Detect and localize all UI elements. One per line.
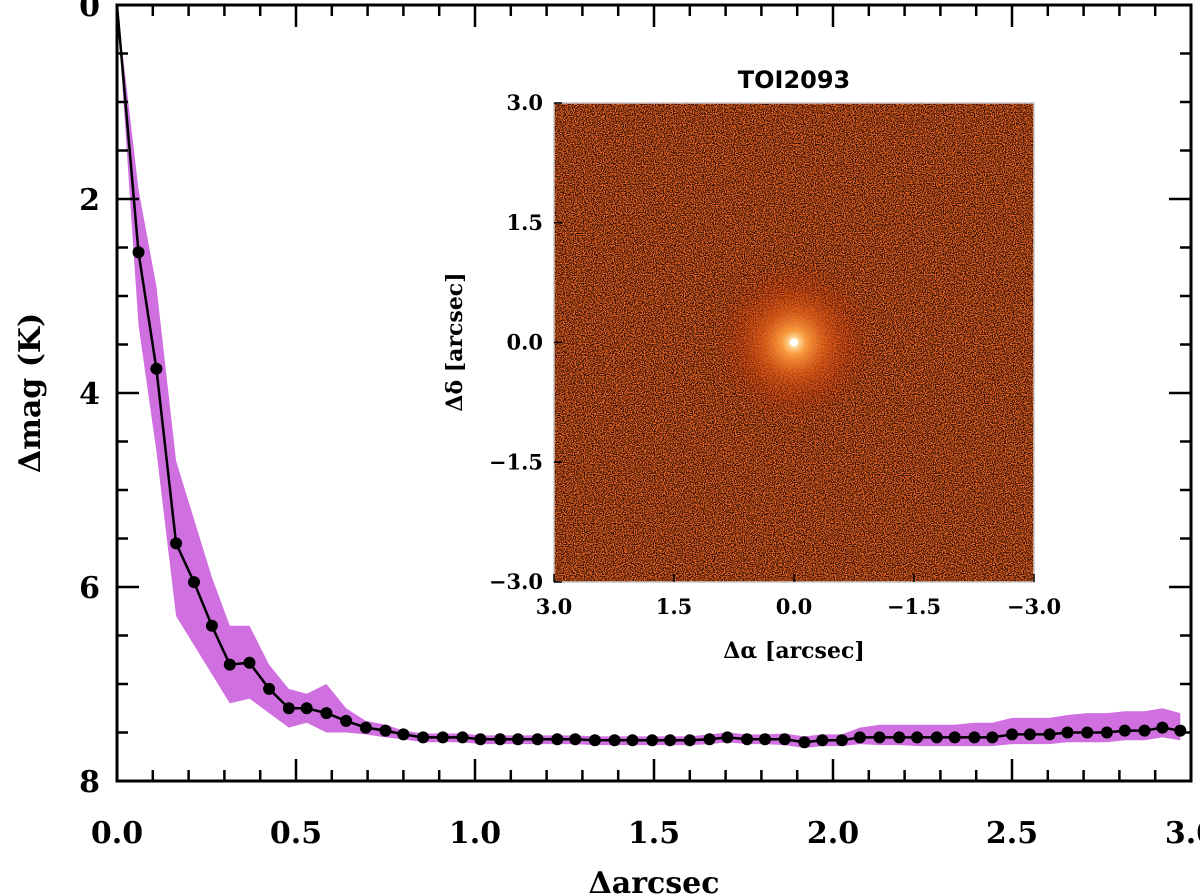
data-point <box>683 734 696 747</box>
data-point <box>132 246 145 259</box>
inset-image-panel: 3.0 1.5 0.0 −1.5 −3.03.01.50.0−1.5−3.0 TOI20… <box>442 66 1061 664</box>
data-point <box>1006 728 1018 741</box>
data-point <box>664 734 677 747</box>
data-point <box>778 733 791 746</box>
y-tick-label: 2 <box>79 183 100 218</box>
inset-y-tick-label: 3.0 <box>506 90 543 115</box>
data-point <box>703 733 716 746</box>
inset-ticks: 3.0 1.5 0.0 −1.5 −3.03.01.50.0−1.5−3.0 <box>489 90 1061 619</box>
data-point <box>986 731 999 744</box>
data-point <box>816 734 829 747</box>
main-plot: 0.0 0.5 1.0 1.5 2.0 2.5 3.0 0 2 4 6 8 Δarcsec Δmag … <box>13 0 1200 896</box>
y-axis-label: Δmag (K) <box>13 313 48 473</box>
data-point <box>569 733 582 746</box>
data-point <box>531 733 544 746</box>
inset-y-tick-label: 0.0 <box>506 330 543 355</box>
x-tick-label: 2.0 <box>807 816 859 851</box>
data-point <box>588 734 601 747</box>
inset-y-tick-label: −1.5 <box>489 449 543 474</box>
data-point <box>608 734 621 747</box>
data-point <box>474 733 487 746</box>
data-point <box>721 731 734 744</box>
data-point <box>646 734 659 747</box>
data-point <box>835 734 848 747</box>
data-point <box>1156 721 1169 734</box>
data-point <box>911 731 924 744</box>
data-point <box>359 721 372 734</box>
data-point <box>1023 728 1036 741</box>
inset-x-tick-label: 3.0 <box>536 594 573 619</box>
data-point <box>205 619 218 632</box>
data-point <box>243 656 256 669</box>
inset-x-axis-label: Δα [arcsec] <box>723 638 865 664</box>
data-point <box>873 731 886 744</box>
data-point <box>759 733 771 746</box>
inset-x-tick-label: 1.5 <box>656 594 693 619</box>
x-tick-label: 3.0 <box>1165 816 1200 851</box>
data-point <box>436 731 449 744</box>
data-point <box>494 733 507 746</box>
data-point <box>893 731 906 744</box>
data-point <box>150 362 163 375</box>
x-axis-label: Δarcsec <box>588 866 719 896</box>
y-tick-label: 0 <box>79 0 100 24</box>
x-tick-label: 1.0 <box>449 816 501 851</box>
x-tick-label: 1.5 <box>628 816 680 851</box>
data-point <box>282 702 295 715</box>
data-point <box>170 537 183 550</box>
data-point <box>741 733 754 746</box>
data-point <box>263 682 276 695</box>
data-point <box>188 576 200 589</box>
data-point <box>223 658 236 671</box>
data-point <box>1118 724 1131 737</box>
data-point <box>397 728 410 741</box>
inset-x-tick-label: 0.0 <box>776 594 813 619</box>
y-tick-label: 6 <box>79 571 100 606</box>
y-tick-label: 8 <box>79 765 100 800</box>
inset-y-axis-label: Δδ [arcsec] <box>442 272 468 411</box>
data-point <box>948 731 961 744</box>
x-tick-label: 0.5 <box>270 816 322 851</box>
inset-x-tick-label: −1.5 <box>887 594 941 619</box>
data-point <box>379 724 392 737</box>
inset-title: TOI2093 <box>738 66 851 94</box>
data-point <box>930 731 943 744</box>
inset-x-tick-label: −3.0 <box>1007 594 1061 619</box>
data-point <box>456 731 469 744</box>
inset-y-tick-label: −3.0 <box>489 569 543 594</box>
x-tick-label: 0.0 <box>91 816 143 851</box>
y-tick-label: 4 <box>79 377 100 412</box>
x-tick-label: 2.5 <box>986 816 1038 851</box>
data-point <box>300 702 313 715</box>
contrast-markers <box>132 246 1187 749</box>
data-point <box>1081 726 1094 739</box>
data-point <box>1174 724 1187 737</box>
data-point <box>1100 726 1113 739</box>
data-point <box>340 714 353 727</box>
main-ticks: 0.0 0.5 1.0 1.5 2.0 2.5 3.0 0 2 4 6 8 <box>79 0 1200 851</box>
inset-source-core <box>790 338 798 347</box>
data-point <box>512 733 524 746</box>
data-point <box>968 731 981 744</box>
data-point <box>853 731 866 744</box>
data-point <box>1043 728 1056 741</box>
data-point <box>1061 726 1074 739</box>
inset-y-tick-label: 1.5 <box>506 210 543 235</box>
data-point <box>798 736 811 749</box>
sensitivity-band <box>117 5 1181 748</box>
data-point <box>551 733 564 746</box>
data-point <box>626 734 639 747</box>
data-point <box>417 731 430 744</box>
data-point <box>320 707 333 720</box>
data-point <box>1138 724 1151 737</box>
